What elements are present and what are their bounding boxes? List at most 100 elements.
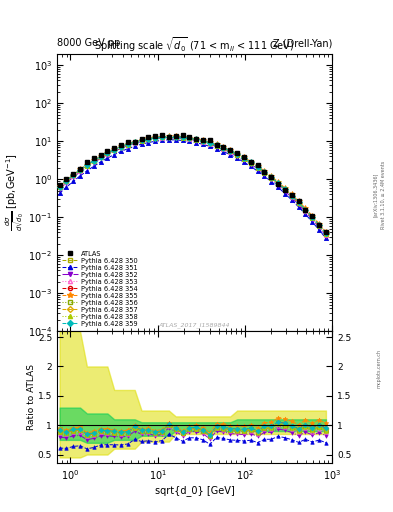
Pythia 6.428 359 bbox=[132, 139, 137, 145]
Pythia 6.428 352 bbox=[119, 145, 123, 152]
Pythia 6.428 353 bbox=[105, 151, 110, 157]
Pythia 6.428 352 bbox=[208, 141, 212, 147]
Pythia 6.428 359 bbox=[323, 230, 328, 237]
Pythia 6.428 351 bbox=[71, 178, 75, 184]
Pythia 6.428 354 bbox=[187, 135, 192, 141]
Pythia 6.428 357 bbox=[248, 160, 253, 166]
Pythia 6.428 354 bbox=[71, 172, 75, 178]
Pythia 6.428 353 bbox=[84, 163, 89, 169]
Pythia 6.428 350 bbox=[221, 145, 226, 152]
Pythia 6.428 358 bbox=[112, 147, 117, 153]
Pythia 6.428 353 bbox=[132, 140, 137, 146]
Pythia 6.428 354 bbox=[276, 180, 281, 186]
Pythia 6.428 353 bbox=[221, 145, 226, 152]
Line: Pythia 6.428 352: Pythia 6.428 352 bbox=[57, 136, 328, 238]
Pythia 6.428 355 bbox=[98, 153, 103, 159]
Pythia 6.428 350 bbox=[208, 140, 212, 146]
Pythia 6.428 359 bbox=[119, 144, 123, 150]
Pythia 6.428 357 bbox=[105, 150, 110, 156]
Pythia 6.428 352 bbox=[228, 150, 233, 156]
Pythia 6.428 355 bbox=[146, 135, 151, 141]
Pythia 6.428 354 bbox=[173, 134, 178, 140]
Pythia 6.428 353 bbox=[92, 158, 96, 164]
Pythia 6.428 358 bbox=[323, 231, 328, 237]
Line: Pythia 6.428 357: Pythia 6.428 357 bbox=[57, 135, 328, 236]
Pythia 6.428 358 bbox=[187, 135, 192, 141]
Pythia 6.428 351 bbox=[310, 219, 315, 225]
Pythia 6.428 351 bbox=[276, 184, 281, 190]
Pythia 6.428 358 bbox=[248, 160, 253, 166]
Pythia 6.428 351 bbox=[78, 173, 83, 179]
Pythia 6.428 355 bbox=[71, 172, 75, 178]
Pythia 6.428 354 bbox=[153, 135, 158, 141]
Pythia 6.428 351 bbox=[84, 168, 89, 174]
ATLAS bbox=[283, 186, 287, 193]
Pythia 6.428 357 bbox=[112, 147, 117, 153]
Pythia 6.428 359 bbox=[187, 135, 192, 141]
ATLAS bbox=[119, 141, 123, 147]
Pythia 6.428 354 bbox=[146, 136, 151, 142]
Pythia 6.428 353 bbox=[187, 136, 192, 142]
Pythia 6.428 350 bbox=[289, 193, 294, 199]
Pythia 6.428 358 bbox=[221, 145, 226, 152]
Text: mcplots.cern.ch: mcplots.cern.ch bbox=[377, 349, 382, 388]
Pythia 6.428 351 bbox=[153, 138, 158, 144]
ATLAS bbox=[112, 145, 117, 151]
Pythia 6.428 358 bbox=[289, 193, 294, 199]
Pythia 6.428 350 bbox=[119, 144, 123, 150]
Pythia 6.428 356 bbox=[132, 139, 137, 145]
Pythia 6.428 358 bbox=[269, 175, 274, 181]
Pythia 6.428 359 bbox=[153, 135, 158, 141]
Pythia 6.428 353 bbox=[167, 134, 171, 140]
Pythia 6.428 350 bbox=[276, 181, 281, 187]
Pythia 6.428 351 bbox=[194, 140, 198, 146]
Pythia 6.428 357 bbox=[255, 164, 260, 170]
Pythia 6.428 355 bbox=[57, 183, 62, 189]
ATLAS bbox=[125, 139, 130, 145]
Pythia 6.428 359 bbox=[173, 134, 178, 140]
Pythia 6.428 354 bbox=[269, 174, 274, 180]
Pythia 6.428 354 bbox=[323, 230, 328, 237]
Line: Pythia 6.428 353: Pythia 6.428 353 bbox=[57, 135, 328, 237]
Pythia 6.428 351 bbox=[283, 190, 287, 197]
Pythia 6.428 350 bbox=[146, 136, 151, 142]
Pythia 6.428 351 bbox=[64, 184, 69, 190]
Pythia 6.428 357 bbox=[187, 135, 192, 141]
Pythia 6.428 353 bbox=[242, 156, 246, 162]
ATLAS bbox=[92, 155, 96, 161]
Pythia 6.428 359 bbox=[269, 174, 274, 180]
Pythia 6.428 351 bbox=[255, 168, 260, 174]
Pythia 6.428 351 bbox=[57, 190, 62, 196]
ATLAS bbox=[242, 154, 246, 160]
Pythia 6.428 354 bbox=[303, 206, 308, 212]
Pythia 6.428 350 bbox=[167, 134, 171, 140]
Pythia 6.428 352 bbox=[323, 232, 328, 239]
Pythia 6.428 350 bbox=[262, 169, 267, 176]
Pythia 6.428 359 bbox=[105, 150, 110, 156]
Pythia 6.428 356 bbox=[139, 138, 144, 144]
Pythia 6.428 353 bbox=[64, 178, 69, 184]
ATLAS bbox=[269, 174, 274, 180]
Pythia 6.428 357 bbox=[201, 138, 206, 144]
Pythia 6.428 355 bbox=[153, 134, 158, 140]
Pythia 6.428 354 bbox=[167, 134, 171, 140]
Pythia 6.428 357 bbox=[221, 145, 226, 151]
Pythia 6.428 353 bbox=[112, 147, 117, 154]
Pythia 6.428 354 bbox=[296, 199, 301, 205]
Pythia 6.428 356 bbox=[201, 138, 206, 144]
Pythia 6.428 358 bbox=[255, 164, 260, 170]
Pythia 6.428 357 bbox=[92, 158, 96, 164]
Pythia 6.428 354 bbox=[242, 155, 246, 161]
Pythia 6.428 356 bbox=[167, 134, 171, 140]
Pythia 6.428 353 bbox=[173, 134, 178, 140]
Pythia 6.428 356 bbox=[208, 140, 212, 146]
Pythia 6.428 351 bbox=[132, 143, 137, 150]
Pythia 6.428 359 bbox=[71, 172, 75, 178]
Pythia 6.428 354 bbox=[180, 134, 185, 140]
Pythia 6.428 353 bbox=[283, 187, 287, 193]
Pythia 6.428 350 bbox=[180, 135, 185, 141]
Title: Splitting scale $\sqrt{d_0}$ (71 < m$_{ll}$ < 111 GeV): Splitting scale $\sqrt{d_0}$ (71 < m$_{l… bbox=[94, 35, 295, 54]
Pythia 6.428 353 bbox=[262, 170, 267, 176]
Line: Pythia 6.428 356: Pythia 6.428 356 bbox=[57, 135, 328, 236]
Pythia 6.428 351 bbox=[317, 227, 321, 233]
